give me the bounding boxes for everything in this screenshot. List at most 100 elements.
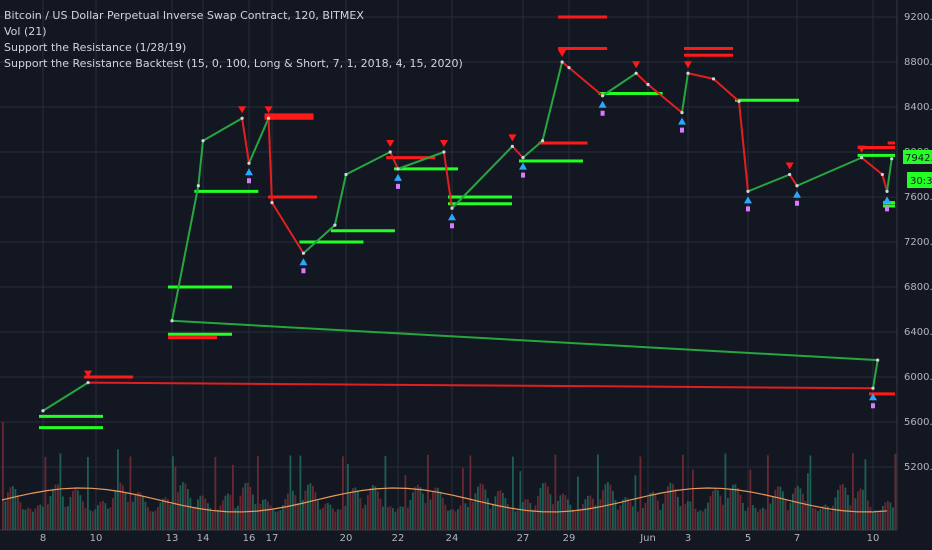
volume-bar — [677, 496, 679, 530]
volume-bar — [194, 506, 197, 530]
volume-bar — [784, 499, 787, 530]
volume-bar — [29, 508, 32, 530]
volume-bar — [97, 505, 99, 530]
volume-bar — [647, 497, 649, 530]
long-signal-marker — [448, 213, 456, 221]
volume-bar — [759, 509, 762, 530]
price-point — [170, 319, 174, 323]
volume-bar — [292, 490, 294, 530]
price-segment — [681, 73, 689, 113]
volume-bar — [67, 506, 69, 530]
volume-bar — [809, 455, 812, 530]
volume-bar — [352, 488, 354, 530]
price-segment — [271, 202, 305, 254]
volume-bar — [654, 494, 657, 530]
volume-bar — [747, 507, 749, 530]
short-signal-marker — [857, 145, 866, 153]
volume-bar — [679, 505, 682, 530]
volume-bar — [282, 505, 284, 530]
exit-marker — [450, 223, 454, 229]
x-tick-label: 5 — [745, 533, 751, 544]
volume-bar — [339, 509, 342, 530]
volume-bar — [864, 459, 867, 530]
volume-bar — [449, 509, 452, 530]
volume-bar — [849, 505, 852, 530]
price-point — [686, 71, 690, 75]
exit-marker — [680, 127, 684, 133]
price-point — [301, 251, 306, 255]
volume-bar — [597, 454, 599, 530]
volume-bar — [742, 503, 744, 530]
volume-indicator-label[interactable]: Vol (21) — [4, 25, 47, 38]
price-segment — [345, 151, 391, 176]
price-point — [540, 139, 545, 143]
volume-bar — [514, 511, 517, 530]
volume-bar — [569, 504, 572, 530]
price-segment — [602, 72, 637, 97]
volume-bar — [409, 499, 412, 530]
x-tick-label: 10 — [867, 533, 880, 544]
volume-bar — [454, 511, 457, 530]
support-resistance-levels — [39, 15, 895, 430]
short-signal-marker — [785, 162, 794, 170]
price-segment — [860, 156, 883, 176]
x-tick-label: 8 — [40, 533, 46, 544]
volume-bar — [234, 508, 237, 530]
volume-bar — [367, 494, 369, 530]
volume-bar — [214, 456, 217, 530]
price-point — [880, 172, 884, 177]
price-point — [795, 184, 799, 188]
volume-bar — [44, 456, 47, 530]
volume-bar — [689, 501, 692, 530]
volume-bar — [289, 455, 292, 530]
volume-bar — [462, 467, 464, 530]
volume-bar — [412, 492, 414, 530]
price-segment — [511, 145, 524, 159]
volume-bar — [237, 505, 239, 530]
x-tick-label: 7 — [794, 533, 800, 544]
volume-bar — [457, 509, 459, 530]
volume-bar — [529, 502, 532, 530]
backtest-indicator-label[interactable]: Support the Resistance Backtest (15, 0, … — [4, 57, 463, 70]
exit-marker — [396, 183, 400, 189]
price-point — [885, 189, 889, 193]
volume-bar — [99, 501, 102, 530]
time-axis[interactable]: 8 10 13 14 16 17 20 22 24 27 29 Jun 3 5 7 10 — [40, 533, 880, 544]
volume-bar — [869, 506, 872, 530]
volume-bar — [179, 485, 182, 530]
long-signal-marker — [245, 168, 253, 176]
volume-bar — [669, 482, 672, 530]
volume-bar — [579, 508, 582, 530]
volume-bar — [47, 504, 49, 530]
volume-bar — [332, 508, 334, 530]
volume-bar — [734, 484, 737, 530]
volume-bar — [609, 484, 612, 530]
volume-bar — [59, 453, 62, 530]
volume-bar — [634, 475, 637, 530]
x-tick-label: 16 — [243, 533, 256, 544]
short-signal-marker — [386, 140, 395, 147]
volume-bar — [254, 503, 257, 530]
volume-bar — [479, 483, 482, 530]
volume-bar — [769, 503, 772, 530]
price-point — [450, 206, 454, 210]
volume-bar — [789, 502, 792, 530]
volume-bar — [444, 504, 447, 530]
symbol-title[interactable]: Bitcoin / US Dollar Perpetual Inverse Sw… — [4, 9, 364, 22]
volume-bar — [174, 466, 177, 530]
price-point — [876, 358, 880, 362]
long-signal-marker — [793, 190, 801, 198]
volume-bar — [879, 509, 882, 530]
volume-bar — [839, 485, 842, 530]
volume-bar — [122, 485, 124, 530]
volume-bar — [499, 490, 502, 530]
volume-bar — [259, 503, 262, 530]
support-resistance-indicator-label[interactable]: Support the Resistance (1/28/19) — [4, 41, 187, 54]
volume-bar — [617, 509, 619, 530]
price-segment — [872, 359, 879, 389]
volume-bar — [629, 501, 632, 530]
volume-bar — [714, 488, 717, 530]
